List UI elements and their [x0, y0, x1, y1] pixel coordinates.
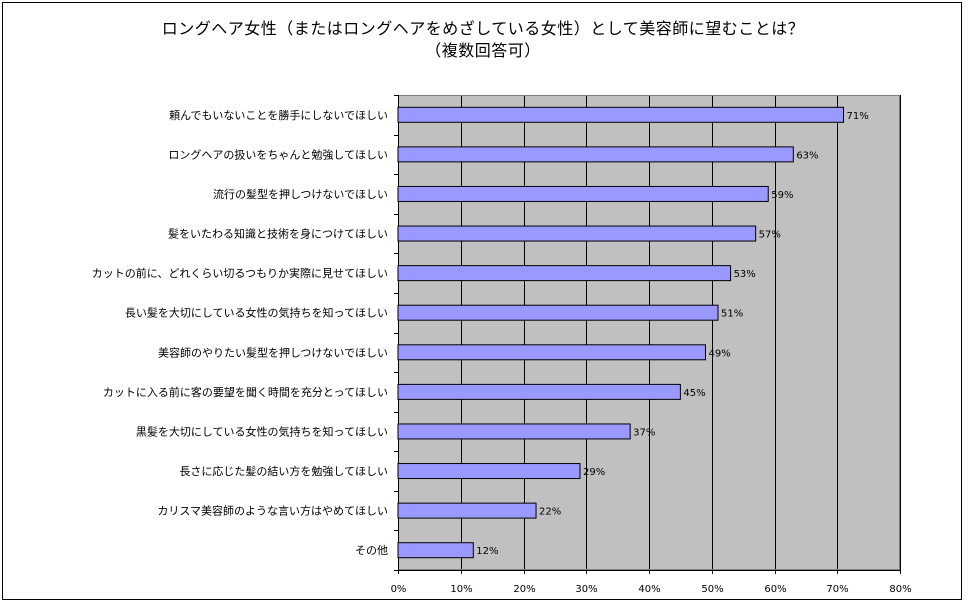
- bar: [397, 265, 732, 282]
- data-label: 53%: [734, 269, 756, 280]
- x-tick-label: 0%: [391, 584, 407, 595]
- category-label: 頼んでもいないことを勝手にしないでほしい: [169, 108, 388, 122]
- data-label: 71%: [847, 111, 869, 122]
- bar: [397, 225, 757, 242]
- chart-title-line1: ロングヘア女性（またはロングヘアをめざしている女性）として美容師に望むことは？: [161, 19, 805, 38]
- data-label: 22%: [539, 507, 561, 518]
- bar: [397, 463, 581, 480]
- data-label: 51%: [721, 309, 743, 320]
- x-tick-label: 70%: [826, 584, 848, 595]
- category-label: カットの前に、どれくらい切るつもりか実際に見せてほしい: [92, 266, 388, 280]
- data-label: 37%: [633, 427, 655, 438]
- category-label: 長さに応じた髪の結い方を勉強してほしい: [179, 464, 388, 478]
- data-label: 57%: [759, 230, 781, 241]
- bar: [397, 423, 631, 440]
- data-label: 59%: [771, 190, 793, 201]
- category-label: その他: [355, 544, 388, 557]
- x-tick-label: 60%: [764, 584, 786, 595]
- data-label: 45%: [683, 388, 705, 399]
- bar: [397, 383, 681, 400]
- bar: [397, 344, 706, 361]
- data-label: 49%: [708, 348, 730, 359]
- category-label: カリスマ美容師のような言い方はやめてほしい: [157, 504, 388, 518]
- bar: [397, 304, 719, 321]
- bar: [397, 106, 845, 123]
- category-label: カットに入る前に客の要望を聞く時間を充分とってほしい: [103, 385, 388, 399]
- bar: [397, 502, 537, 519]
- chart-title-line2: （複数回答可）: [425, 41, 541, 60]
- x-tick-label: 50%: [701, 584, 723, 595]
- data-label: 29%: [583, 467, 605, 478]
- bar: [397, 185, 769, 202]
- category-label: 髪をいたわる知識と技術を身につけてほしい: [168, 227, 388, 241]
- bar: [397, 542, 474, 559]
- data-label: 63%: [796, 150, 818, 161]
- x-tick-label: 80%: [889, 584, 911, 595]
- chart-title: ロングヘア女性（またはロングヘアをめざしている女性）として美容師に望むことは？ …: [0, 18, 966, 62]
- category-label: 流行の髪型を押しつけないでほしい: [213, 187, 388, 201]
- data-label: 12%: [476, 546, 498, 557]
- category-label: 美容師のやりたい髪型を押しつけないでほしい: [158, 345, 388, 359]
- bar: [397, 146, 794, 163]
- category-label: 黒髪を大切にしている女性の気持ちを知ってほしい: [136, 424, 388, 438]
- x-tick-label: 40%: [638, 584, 660, 595]
- x-tick-label: 10%: [450, 584, 472, 595]
- category-label: ロングヘアの扱いをちゃんと勉強してほしい: [168, 147, 388, 161]
- x-tick-label: 20%: [513, 584, 535, 595]
- x-tick-label: 30%: [575, 584, 597, 595]
- category-label: 長い髪を大切にしている女性の気持ちを知ってほしい: [125, 306, 388, 320]
